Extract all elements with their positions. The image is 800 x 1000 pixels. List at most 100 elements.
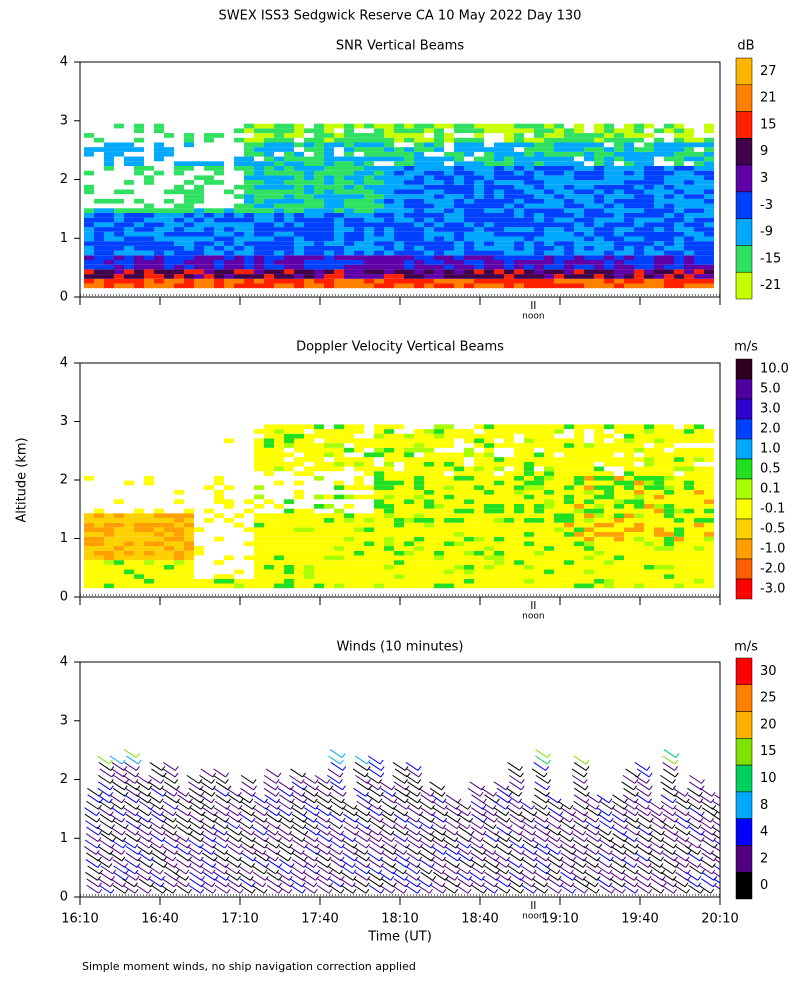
field-cell [354, 227, 364, 232]
field-cell [654, 457, 664, 462]
wind-barb [185, 882, 190, 888]
field-cell [464, 184, 474, 190]
wind-barb [391, 865, 404, 875]
field-cell [504, 461, 514, 467]
field-cell [364, 170, 374, 176]
wind-barb [304, 846, 318, 855]
field-cell [184, 203, 194, 209]
field-cell [114, 236, 124, 242]
field-cell [394, 518, 404, 523]
wind-barb [188, 787, 202, 797]
wind-barb [430, 792, 435, 797]
wind-barb [493, 792, 497, 797]
field-cell [444, 231, 454, 237]
wind-barb [236, 824, 241, 829]
field-cell [304, 578, 314, 584]
field-cell [384, 480, 394, 486]
wind-barb [288, 843, 293, 849]
wind-barb [328, 852, 342, 862]
field-cell [354, 184, 364, 190]
wind-barb [96, 826, 110, 836]
field-cell [604, 217, 614, 223]
field-cell [504, 471, 514, 476]
field-cell [704, 142, 714, 148]
field-cell [424, 137, 434, 143]
field-cell [574, 433, 584, 439]
field-cell [284, 180, 294, 185]
field-cell [564, 461, 574, 467]
field-cell [144, 222, 154, 228]
field-cell [114, 189, 124, 195]
field-cell [94, 245, 104, 251]
field-cell [544, 264, 554, 270]
field-cell [544, 208, 554, 213]
field-cell [494, 522, 504, 528]
field-cell [534, 194, 544, 199]
field-cell [524, 241, 534, 246]
field-cell [284, 189, 294, 195]
field-cell [644, 508, 654, 514]
field-cell [554, 208, 564, 213]
wind-barb [417, 820, 431, 830]
field-cell [244, 203, 254, 209]
field-cell [194, 583, 204, 589]
field-cell [404, 165, 414, 171]
field-cell [214, 278, 224, 284]
wind-barb [124, 781, 138, 791]
wind-barb [237, 811, 242, 817]
wind-barb [278, 878, 291, 888]
field-cell [464, 541, 474, 547]
field-cell [524, 443, 534, 448]
field-cell [684, 222, 694, 228]
field-cell [574, 457, 584, 462]
field-cell [464, 165, 474, 171]
wind-barb [162, 800, 176, 810]
field-cell [264, 250, 274, 256]
field-cell [414, 475, 424, 481]
field-cell [664, 433, 674, 439]
field-cell [634, 532, 644, 537]
field-cell [684, 480, 694, 486]
field-cell [694, 522, 704, 528]
wind-barb [224, 824, 229, 829]
field-cell [354, 480, 364, 486]
field-cell [394, 494, 404, 500]
field-cell [414, 227, 424, 232]
field-cell [304, 274, 314, 279]
field-cell [104, 231, 114, 237]
field-cell [624, 250, 634, 256]
field-cell [474, 175, 484, 181]
field-cell [164, 189, 174, 195]
field-cell [694, 532, 704, 537]
field-cell [84, 241, 94, 246]
field-cell [594, 560, 604, 565]
field-cell [704, 269, 714, 275]
field-cell [294, 480, 304, 486]
wind-barb [125, 755, 139, 765]
field-cell [684, 489, 694, 495]
field-cell [264, 184, 274, 190]
field-cell [634, 541, 644, 547]
field-cell [454, 123, 464, 129]
field-cell [354, 222, 364, 228]
wind-barb [404, 813, 417, 823]
field-cell [124, 189, 134, 195]
field-cell [294, 165, 304, 171]
wind-barb [109, 785, 114, 791]
field-cell [374, 578, 384, 584]
wind-barb [176, 800, 189, 810]
field-cell [194, 546, 204, 551]
field-cell [494, 429, 504, 434]
field-cell [154, 264, 164, 270]
field-cell [364, 532, 374, 537]
field-cell [634, 536, 644, 542]
field-cell [554, 142, 564, 148]
field-cell [554, 255, 564, 260]
wind-barb [148, 800, 161, 810]
field-cell [604, 471, 614, 476]
field-cell [514, 212, 524, 218]
field-cell [254, 175, 264, 181]
field-cell [324, 541, 334, 547]
colorbar-label: 0.5 [760, 462, 781, 477]
field-cell [444, 546, 454, 551]
